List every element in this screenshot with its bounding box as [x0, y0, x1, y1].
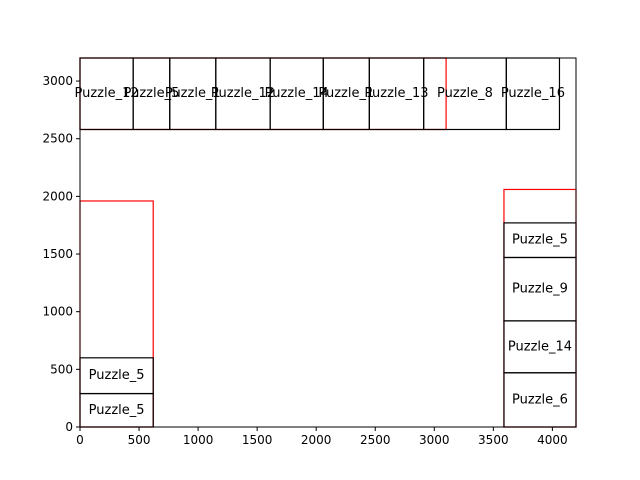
y-tick-label-0: 0: [65, 420, 73, 434]
piece-label-4: Puzzle_9: [512, 282, 568, 297]
axes-layer: 0 500 1000 1500 2000 2500 3000 3500 4000 0 500 1000…: [42, 57, 577, 447]
x-tick-label-3: 1500: [242, 433, 273, 447]
container-rect-1: [503, 188, 577, 428]
y-tick-label-1: 500: [50, 362, 73, 376]
piece-label-3: Puzzle_14: [508, 339, 572, 354]
x-tick-label-5: 2500: [360, 433, 391, 447]
containers-layer: [79, 57, 577, 428]
y-tick-label-2: 1000: [42, 305, 73, 319]
piece-label-6: Puzzle_12: [74, 86, 138, 101]
pieces-layer: Puzzle_5Puzzle_5Puzzle_6Puzzle_14Puzzle_…: [74, 57, 577, 428]
piece-label-14: Puzzle_16: [501, 86, 565, 101]
x-tick-label-6: 3000: [419, 433, 450, 447]
y-tick-label-4: 2000: [42, 189, 73, 203]
x-tick-label-1: 500: [128, 433, 151, 447]
piece-label-7: Puzzle_5: [124, 86, 180, 101]
piece-label-12: Puzzle_13: [364, 86, 428, 101]
x-tick-label-2: 1000: [183, 433, 214, 447]
y-tick-label-5: 2500: [42, 132, 73, 146]
piece-label-11: Puzzle_1: [318, 86, 374, 101]
y-tick-label-6: 3000: [42, 74, 73, 88]
plot-frame: [79, 57, 577, 428]
x-tick-label-8: 4000: [537, 433, 568, 447]
piece-label-9: Puzzle_12: [211, 86, 275, 101]
piece-label-10: Puzzle_14: [265, 86, 329, 101]
y-tick-label-3: 1500: [42, 247, 73, 261]
x-tick-label-7: 3500: [478, 433, 509, 447]
piece-label-5: Puzzle_5: [512, 233, 568, 248]
x-tick-label-4: 2000: [301, 433, 332, 447]
piece-label-1: Puzzle_5: [89, 368, 145, 383]
piece-label-8: Puzzle_1: [165, 86, 221, 101]
piece-label-0: Puzzle_5: [89, 403, 145, 418]
piece-label-13: Puzzle_8: [437, 86, 493, 101]
piece-label-2: Puzzle_6: [512, 392, 568, 407]
x-tick-label-0: 0: [76, 433, 84, 447]
